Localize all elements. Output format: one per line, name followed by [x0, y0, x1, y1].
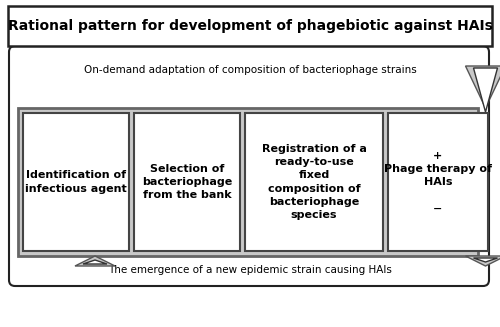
Polygon shape — [466, 256, 500, 266]
Text: Identification of
infectious agent: Identification of infectious agent — [25, 170, 127, 194]
Text: On-demand adaptation of composition of bacteriophage strains: On-demand adaptation of composition of b… — [84, 65, 416, 75]
Text: Selection of
bacteriophage
from the bank: Selection of bacteriophage from the bank — [142, 164, 232, 200]
Bar — [388, 113, 488, 251]
Polygon shape — [474, 258, 498, 262]
Polygon shape — [466, 66, 500, 108]
Bar — [134, 113, 240, 251]
Text: The emergence of a new epidemic strain causing HAIs: The emergence of a new epidemic strain c… — [108, 265, 392, 275]
Polygon shape — [75, 256, 115, 266]
Text: Registration of a
ready-to-use
fixed
composition of
bacteriophage
species: Registration of a ready-to-use fixed com… — [262, 144, 366, 220]
Bar — [245, 113, 383, 251]
Polygon shape — [474, 68, 498, 112]
Bar — [8, 6, 492, 46]
Text: Rational pattern for development of phagebiotic against HAIs: Rational pattern for development of phag… — [8, 19, 492, 33]
Bar — [18, 108, 478, 256]
Text: +
Phage therapy of
HAIs

−: + Phage therapy of HAIs − — [384, 151, 492, 214]
Bar — [23, 113, 129, 251]
Polygon shape — [83, 260, 107, 264]
